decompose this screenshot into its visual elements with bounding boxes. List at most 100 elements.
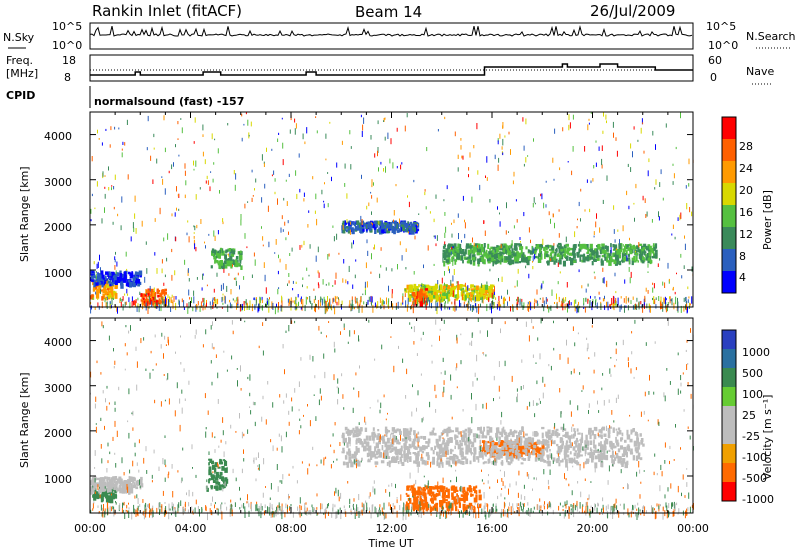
- sky-tick-bottom: 10^0: [52, 39, 82, 52]
- power-cell: [106, 285, 109, 288]
- velocity-cell: [392, 456, 395, 461]
- velocity-cell: [417, 496, 419, 499]
- power-speck: [275, 192, 276, 194]
- velocity-speck: [600, 450, 601, 452]
- power-speck: [110, 144, 111, 147]
- velocity-cell: [460, 448, 464, 451]
- power-ground-cell: [227, 305, 228, 313]
- velocity-cell: [440, 502, 442, 507]
- power-ground-cell: [437, 307, 438, 314]
- velocity-cell: [213, 475, 216, 479]
- velocity-cell: [436, 452, 439, 456]
- power-speck: [296, 194, 297, 199]
- power-speck: [560, 271, 561, 273]
- power-ground-cell: [309, 296, 310, 302]
- velocity-cell: [373, 427, 375, 431]
- power-speck: [685, 244, 686, 250]
- power-speck: [177, 121, 178, 124]
- power-speck: [294, 119, 295, 123]
- velocity-cell: [461, 455, 463, 457]
- velocity-cell: [640, 457, 643, 460]
- power-cell: [563, 261, 566, 267]
- velocity-cell: [396, 456, 398, 459]
- velocity-speck: [551, 440, 552, 446]
- velocity-cell: [130, 476, 133, 480]
- velocity-speck: [628, 362, 629, 367]
- velocity-speck: [321, 332, 322, 334]
- velocity-speck: [572, 466, 573, 468]
- velocity-speck: [299, 409, 300, 411]
- power-ground-cell: [198, 301, 199, 305]
- velocity-speck: [365, 422, 366, 425]
- power-speck: [208, 180, 209, 185]
- power-cell: [497, 247, 499, 252]
- velocity-cell: [446, 487, 448, 490]
- velocity-speck: [448, 428, 449, 433]
- velocity-cell: [571, 434, 573, 438]
- power-speck: [104, 187, 105, 189]
- power-speck: [615, 291, 616, 293]
- velocity-cell: [452, 460, 455, 462]
- velocity-cell: [512, 448, 515, 453]
- power-speck: [678, 217, 679, 221]
- velocity-cell: [425, 441, 428, 444]
- power-speck: [556, 294, 557, 300]
- power-speck: [644, 151, 645, 154]
- power-speck: [243, 276, 244, 280]
- velocity-cell: [413, 452, 417, 454]
- velocity-speck: [175, 410, 176, 416]
- power-speck: [594, 272, 595, 274]
- velocity-speck: [690, 328, 691, 333]
- velocity-speck: [101, 458, 102, 463]
- velocity-speck: [233, 331, 234, 335]
- power-speck: [377, 198, 378, 203]
- power-speck: [254, 253, 255, 257]
- power-cell: [610, 243, 612, 247]
- power-speck: [371, 185, 372, 187]
- power-cell: [93, 275, 96, 279]
- power-cell: [476, 292, 478, 297]
- velocity-cell: [389, 462, 391, 468]
- power-cell: [161, 290, 164, 294]
- power-speck: [161, 176, 162, 178]
- velocity-cell: [594, 434, 597, 439]
- power-ytick-2000: 2000: [44, 221, 72, 234]
- power-speck: [406, 248, 407, 252]
- velocity-speck: [542, 377, 543, 383]
- power-speck: [210, 186, 211, 191]
- velocity-cell: [478, 459, 480, 463]
- velocity-cell: [383, 440, 385, 442]
- power-speck: [619, 239, 620, 244]
- power-speck: [234, 170, 235, 174]
- velocity-speck: [455, 470, 456, 472]
- power-cell: [649, 252, 652, 257]
- velocity-speck: [518, 471, 519, 476]
- power-speck: [547, 299, 548, 302]
- power-cell: [486, 297, 488, 300]
- velocity-cell: [434, 446, 436, 450]
- velocity-speck: [203, 344, 204, 347]
- velocity-cell: [546, 455, 549, 458]
- power-speck: [405, 267, 406, 269]
- power-ground-cell: [413, 305, 414, 313]
- power-ground-cell: [133, 301, 134, 306]
- velocity-speck: [212, 471, 213, 473]
- power-cell: [397, 229, 400, 233]
- power-speck: [363, 301, 364, 304]
- power-cell: [124, 275, 127, 280]
- power-speck: [451, 247, 452, 250]
- power-speck: [324, 204, 325, 209]
- power-speck: [99, 255, 100, 261]
- power-speck: [203, 152, 204, 157]
- velocity-speck: [441, 372, 442, 374]
- power-speck: [417, 224, 418, 226]
- power-ground-cell: [362, 305, 363, 313]
- velocity-cell: [570, 451, 572, 454]
- power-ground-cell: [402, 296, 403, 303]
- power-speck: [389, 159, 390, 164]
- power-ground-cell: [633, 297, 634, 300]
- velocity-cell: [564, 457, 566, 460]
- velocity-cell: [504, 432, 507, 435]
- power-speck: [362, 219, 363, 225]
- power-ground-cell: [318, 300, 319, 307]
